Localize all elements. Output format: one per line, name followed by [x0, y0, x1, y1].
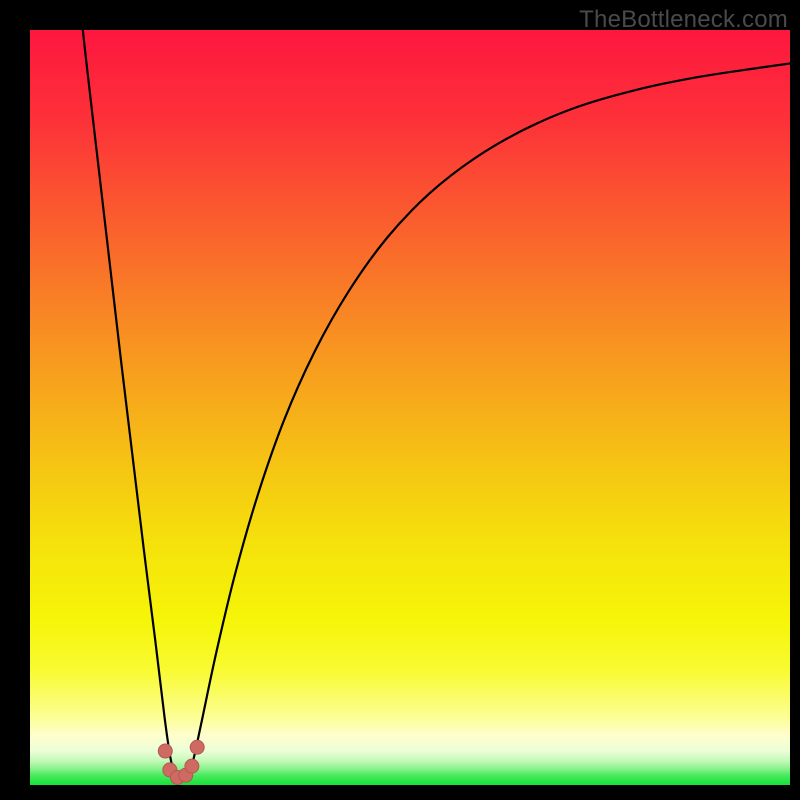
dip-marker — [185, 759, 199, 773]
dip-marker — [158, 744, 172, 758]
bottleneck-curve-svg — [30, 30, 790, 785]
watermark-text: TheBottleneck.com — [579, 6, 788, 34]
plot-area — [30, 30, 790, 785]
bottleneck-curve — [79, 30, 790, 779]
dip-marker — [190, 740, 204, 754]
chart-frame: TheBottleneck.com — [0, 0, 800, 800]
